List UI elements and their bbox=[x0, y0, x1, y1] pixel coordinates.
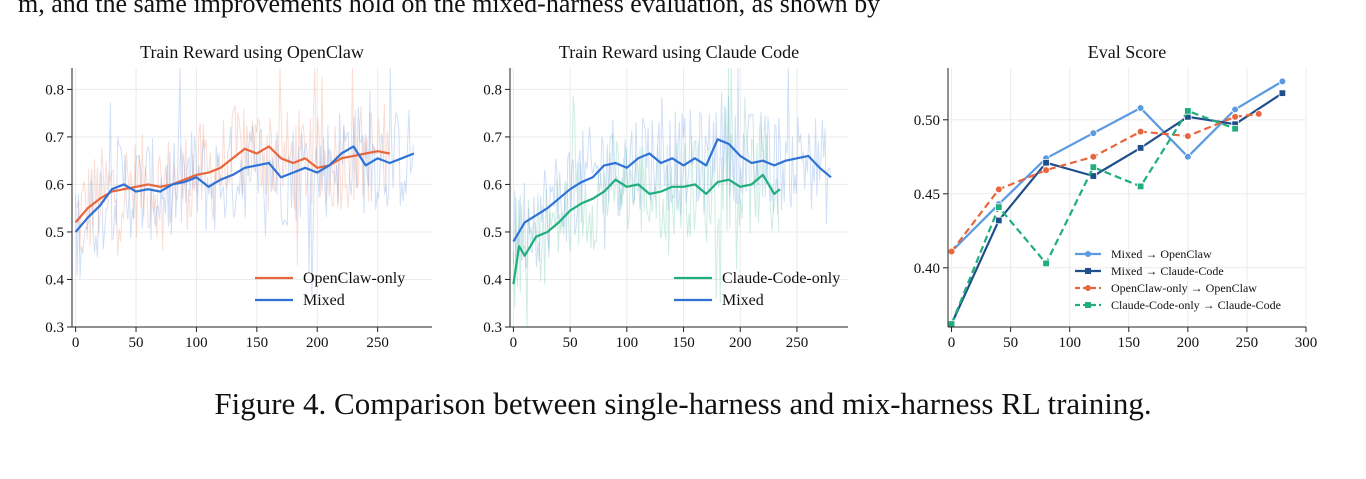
data-point-openclaw-only-openclaw bbox=[1254, 110, 1263, 118]
y-tick-label: 0.8 bbox=[45, 82, 64, 98]
data-point-mixed-claude-code bbox=[1278, 89, 1287, 97]
y-tick-label: 0.7 bbox=[45, 130, 64, 146]
data-point-mixed-claude-code bbox=[1136, 144, 1145, 152]
chart-panel-1: 0 50 100 150 200 250 0.3 0.4 0.5 0.6 0.7 0.8 Train R… bbox=[45, 42, 432, 351]
y-tick-label: 0.7 bbox=[483, 130, 502, 146]
x-tick-label: 150 bbox=[1118, 335, 1141, 351]
data-point-claude-code-only-claude-code bbox=[1184, 107, 1192, 115]
x-tick-label: 0 bbox=[72, 335, 80, 351]
legend-label-claude-code-only: Claude-Code-only bbox=[722, 270, 840, 287]
series-line-mixed bbox=[512, 138, 832, 243]
x-tick-label: 300 bbox=[1295, 335, 1318, 351]
legend-label-mixed-claude-code: Mixed → Claude-Code bbox=[1111, 264, 1224, 278]
y-tick-label: 0.5 bbox=[483, 225, 502, 241]
legend-marker-claude-code-only-claude-code bbox=[1085, 302, 1091, 308]
x-tick-label: 150 bbox=[246, 335, 269, 351]
chart-panel-2: 0 50 100 150 200 250 0.3 0.4 0.5 0.6 0.7 0.8 Train R… bbox=[483, 42, 848, 351]
data-point-claude-code-only-claude-code bbox=[1089, 163, 1098, 171]
x-tick-label: 200 bbox=[729, 335, 752, 351]
legend-label-claude-code-only-claude-code: Claude-Code-only → Claude-Code bbox=[1111, 298, 1281, 312]
series-line-openclaw-only-openclaw bbox=[950, 112, 1259, 253]
preceding-text-line: m, and the same improvements hold on the… bbox=[18, 0, 881, 18]
x-tick-label: 250 bbox=[1236, 335, 1259, 351]
preceding-text-fragment: m, and the same improvements hold on the… bbox=[0, 0, 1366, 30]
figure-charts: 0 50 100 150 200 250 0.3 0.4 0.5 0.6 0.7 0.8 Train R… bbox=[45, 42, 1318, 351]
legend-label-openclaw-only-openclaw: OpenClaw-only → OpenClaw bbox=[1111, 281, 1257, 295]
raw-trace-claude-code-only bbox=[512, 67, 780, 328]
y-tick-label: 0.4 bbox=[45, 272, 64, 288]
data-point-openclaw-only-openclaw bbox=[1136, 127, 1145, 136]
data-point-mixed-openclaw bbox=[1184, 153, 1192, 161]
legend-label-mixed: Mixed bbox=[722, 292, 764, 309]
x-tick-label: 100 bbox=[1058, 335, 1081, 351]
chart-title: Train Reward using OpenClaw bbox=[140, 42, 364, 62]
y-tick-label: 0.4 bbox=[483, 272, 502, 288]
legend-label-mixed: Mixed bbox=[303, 292, 345, 309]
x-tick-label: 100 bbox=[185, 335, 208, 351]
x-tick-label: 200 bbox=[1177, 335, 1200, 351]
data-point-claude-code-only-claude-code bbox=[995, 203, 1003, 211]
series-line-openclaw-only bbox=[74, 145, 390, 224]
data-point-openclaw-only-openclaw bbox=[995, 185, 1003, 194]
y-tick-label: 0.6 bbox=[45, 177, 64, 193]
data-point-claude-code-only-claude-code bbox=[1136, 182, 1145, 191]
y-tick-label: 0.45 bbox=[914, 187, 940, 203]
x-tick-label: 0 bbox=[510, 335, 518, 351]
data-point-mixed-claude-code bbox=[1042, 159, 1050, 167]
raw-trace-mixed bbox=[512, 67, 831, 274]
data-point-mixed-openclaw bbox=[1089, 129, 1098, 137]
y-tick-label: 0.3 bbox=[483, 320, 502, 336]
data-point-claude-code-only-claude-code bbox=[1231, 124, 1239, 133]
data-point-claude-code-only-claude-code bbox=[1042, 259, 1050, 268]
legend-marker-mixed-openclaw bbox=[1085, 251, 1091, 257]
data-point-openclaw-only-openclaw bbox=[1089, 153, 1098, 161]
x-tick-label: 100 bbox=[616, 335, 639, 351]
data-point-mixed-openclaw bbox=[1136, 104, 1145, 112]
x-tick-label: 0 bbox=[948, 335, 956, 351]
y-tick-label: 0.40 bbox=[914, 261, 940, 277]
legend-label-openclaw-only: OpenClaw-only bbox=[303, 270, 405, 287]
raw-trace-mixed bbox=[75, 67, 414, 299]
y-tick-label: 0.3 bbox=[45, 320, 64, 336]
x-tick-label: 250 bbox=[366, 335, 389, 351]
figure-caption: Figure 4. Comparison between single-harn… bbox=[214, 386, 1152, 421]
data-point-openclaw-only-openclaw bbox=[1042, 166, 1050, 174]
data-point-mixed-openclaw bbox=[1278, 77, 1287, 86]
x-tick-label: 50 bbox=[129, 335, 144, 351]
data-point-openclaw-only-openclaw bbox=[1231, 113, 1239, 121]
chart-title: Eval Score bbox=[1088, 42, 1166, 62]
y-tick-label: 0.8 bbox=[483, 82, 502, 98]
series-line-mixed-openclaw bbox=[950, 80, 1283, 253]
x-tick-label: 50 bbox=[1003, 335, 1018, 351]
raw-trace-openclaw-only bbox=[75, 67, 390, 266]
data-point-mixed-openclaw bbox=[1231, 105, 1239, 114]
data-point-mixed-claude-code bbox=[995, 216, 1003, 225]
x-tick-label: 50 bbox=[563, 335, 578, 351]
y-tick-label: 0.6 bbox=[483, 177, 502, 193]
x-tick-label: 150 bbox=[672, 335, 695, 351]
data-point-claude-code-only-claude-code bbox=[947, 320, 956, 328]
data-point-openclaw-only-openclaw bbox=[1184, 132, 1192, 140]
series-line-mixed bbox=[74, 145, 415, 233]
legend-marker-mixed-claude-code bbox=[1085, 268, 1091, 274]
chart-panel-3: 0 50 100 150 200 250 300 0.40 0.45 0.50 Eval Score… bbox=[914, 42, 1318, 351]
legend-label-mixed-openclaw: Mixed → OpenClaw bbox=[1111, 247, 1212, 261]
y-tick-label: 0.5 bbox=[45, 225, 64, 241]
x-tick-label: 250 bbox=[786, 335, 809, 351]
data-point-openclaw-only-openclaw bbox=[947, 247, 956, 256]
y-tick-label: 0.50 bbox=[914, 113, 940, 129]
series-line-claude-code-only bbox=[512, 173, 781, 285]
series-line-mixed-claude-code bbox=[950, 92, 1284, 325]
x-tick-label: 200 bbox=[306, 335, 329, 351]
chart-title: Train Reward using Claude Code bbox=[559, 42, 799, 62]
legend-marker-openclaw-only-openclaw bbox=[1085, 285, 1091, 291]
